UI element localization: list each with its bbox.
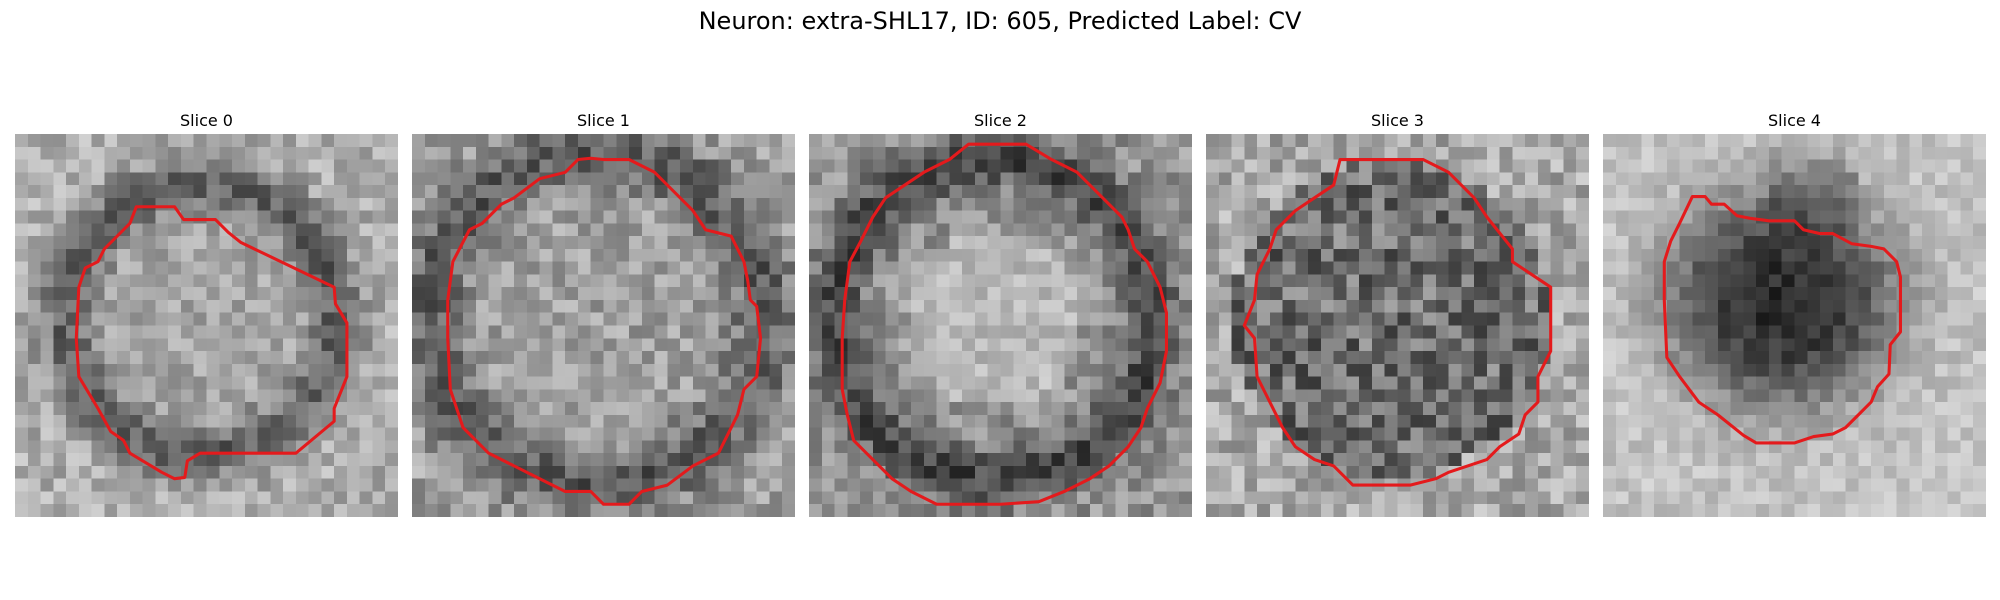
- slice-image-2: [809, 134, 1192, 517]
- slice-panel-0: Slice 0: [15, 108, 398, 517]
- slice-image-0: [15, 134, 398, 517]
- cell-contour: [1662, 195, 1902, 445]
- cell-contour: [446, 156, 763, 506]
- pixel-grid: [1206, 134, 1589, 517]
- slice-image-4: [1603, 134, 1986, 517]
- pixel-grid: [15, 134, 398, 517]
- cell-contour: [74, 205, 349, 481]
- figure-title: Neuron: extra-SHL17, ID: 605, Predicted …: [698, 7, 1302, 35]
- slice-panel-4: Slice 4: [1603, 108, 1986, 517]
- pixel-grid: [1603, 134, 1986, 517]
- slice-panel-1: Slice 1: [412, 108, 795, 517]
- slice-panel-3: Slice 3: [1206, 108, 1589, 517]
- slice-title-3: Slice 3: [1371, 111, 1424, 130]
- cell-contour: [840, 142, 1168, 506]
- slice-title-2: Slice 2: [974, 111, 1027, 130]
- slice-title-0: Slice 0: [180, 111, 233, 130]
- slice-image-1: [412, 134, 795, 517]
- slice-image-3: [1206, 134, 1589, 517]
- slice-title-4: Slice 4: [1768, 111, 1821, 130]
- pixel-grid: [412, 134, 795, 517]
- pixel-grid: [809, 134, 1192, 517]
- cell-contour: [1242, 158, 1553, 487]
- slice-panel-2: Slice 2: [809, 108, 1192, 517]
- slice-title-1: Slice 1: [577, 111, 630, 130]
